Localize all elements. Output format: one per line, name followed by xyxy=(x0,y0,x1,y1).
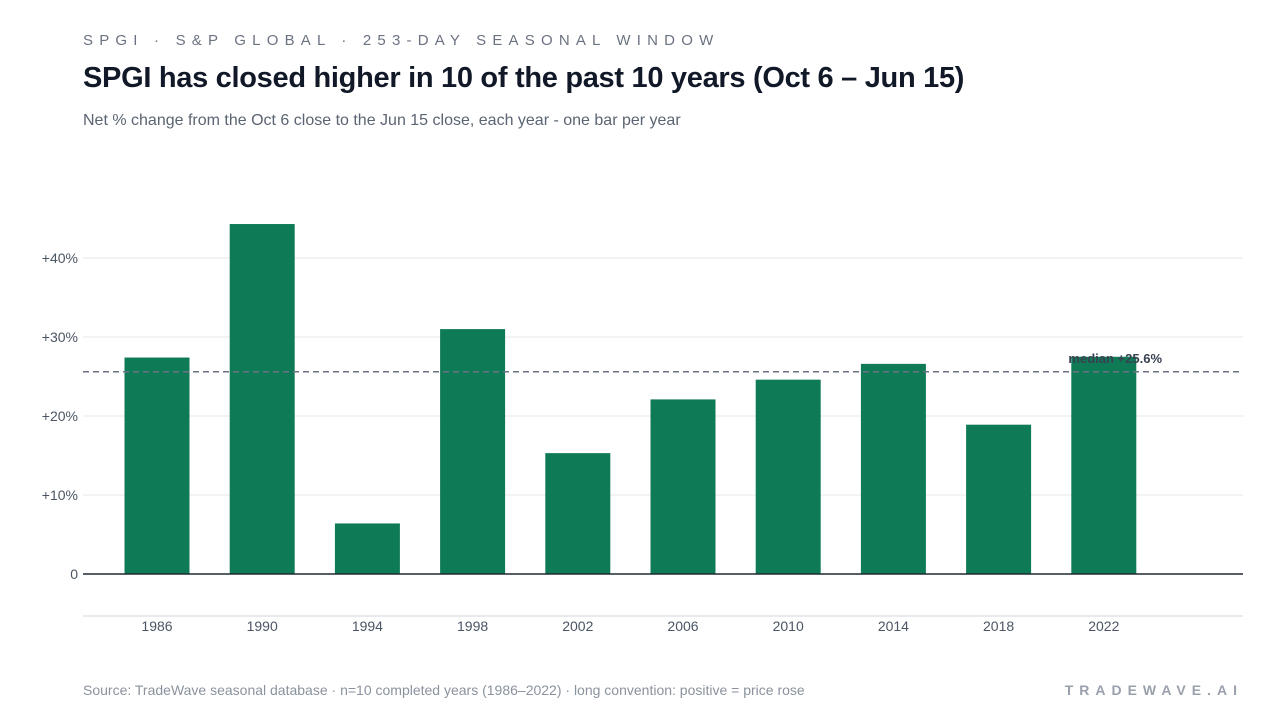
y-tick-label: +10% xyxy=(42,487,78,503)
chart-eyebrow: SPGI · S&P GLOBAL · 253-DAY SEASONAL WIN… xyxy=(83,32,720,49)
x-tick-label: 1986 xyxy=(141,618,172,634)
chart-title: SPGI has closed higher in 10 of the past… xyxy=(83,62,965,94)
bar-1990 xyxy=(229,224,295,574)
x-tick-label: 2006 xyxy=(667,618,698,634)
x-tick-label: 2002 xyxy=(562,618,593,634)
bar-2022 xyxy=(1071,356,1137,574)
brand-logo: TRADEWAVE.AI xyxy=(1064,682,1243,698)
x-tick-label: 1998 xyxy=(457,618,488,634)
bar-1994 xyxy=(334,523,400,574)
bar-1998 xyxy=(440,329,506,574)
y-tick-label: +20% xyxy=(42,408,78,424)
y-tick-label: 0 xyxy=(70,566,78,582)
chart-subtitle: Net % change from the Oct 6 close to the… xyxy=(83,112,681,129)
bar-2014 xyxy=(860,363,926,574)
bar-1986 xyxy=(124,357,190,574)
x-tick-label: 1990 xyxy=(247,618,278,634)
y-tick-label: +40% xyxy=(42,250,78,266)
bar-2006 xyxy=(650,399,716,574)
bar-chart: 0 +10% +20% +30% +40% 1986 1990 1994 1998 2002 200… xyxy=(42,224,1243,634)
median-label: median +25.6% xyxy=(1068,351,1162,366)
bar-2010 xyxy=(755,379,821,574)
y-tick-label: +30% xyxy=(42,329,78,345)
x-tick-label: 1994 xyxy=(352,618,383,634)
x-tick-label: 2014 xyxy=(878,618,909,634)
x-tick-label: 2018 xyxy=(983,618,1014,634)
x-tick-label: 2022 xyxy=(1088,618,1119,634)
bar-2002 xyxy=(545,453,611,574)
x-tick-label: 2010 xyxy=(773,618,804,634)
source-note: Source: TradeWave seasonal database · n=… xyxy=(83,682,805,698)
bar-2018 xyxy=(966,424,1032,574)
